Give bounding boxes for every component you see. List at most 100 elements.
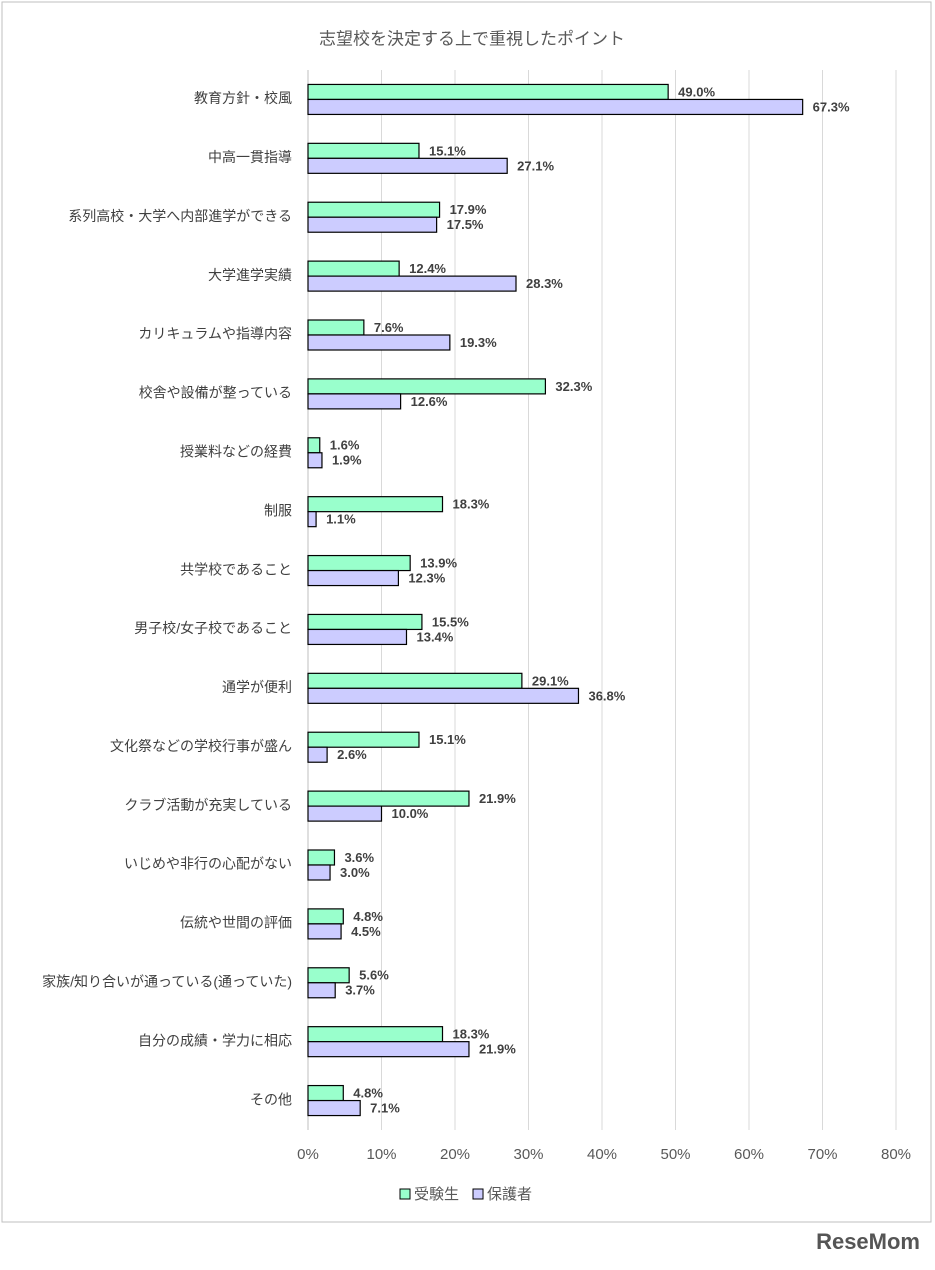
x-tick-label: 80% <box>881 1146 911 1163</box>
bar <box>307 746 328 763</box>
value-label: 12.4% <box>409 261 446 276</box>
y-tick-label: 授業料などの経費 <box>180 443 292 459</box>
bar <box>307 511 317 528</box>
value-label: 27.1% <box>517 158 554 173</box>
x-tick-label: 50% <box>660 1146 690 1163</box>
value-label: 1.9% <box>332 453 362 468</box>
value-label: 21.9% <box>479 791 516 806</box>
legend-label: 受験生 <box>414 1186 459 1203</box>
bar <box>307 496 444 513</box>
bar <box>307 613 423 631</box>
y-tick-label: 家族/知り合いが通っている(通っていた) <box>42 973 292 989</box>
bar <box>307 1099 361 1117</box>
value-label: 13.9% <box>420 555 457 570</box>
value-label: 19.3% <box>460 335 497 350</box>
chart-title: 志望校を決定する上で重視したポイント <box>319 29 625 48</box>
y-tick-label: 文化祭などの学校行事が盛ん <box>110 738 292 754</box>
value-label: 3.7% <box>345 983 375 998</box>
bar <box>307 319 365 336</box>
bar <box>307 142 420 159</box>
bar <box>307 967 350 984</box>
value-label: 4.8% <box>353 1085 383 1100</box>
y-tick-label: 系列高校・大学へ内部進学ができる <box>68 208 292 224</box>
bar <box>307 393 402 410</box>
value-label: 2.6% <box>337 747 367 762</box>
y-tick-label: 伝統や世間の評価 <box>180 915 292 931</box>
x-tick-label: 40% <box>587 1146 617 1163</box>
y-tick-label: クラブ活動が充実している <box>124 797 292 813</box>
value-label: 3.6% <box>344 850 374 865</box>
value-label: 15.5% <box>432 614 469 629</box>
bar <box>307 201 441 218</box>
y-tick-label: その他 <box>250 1091 292 1107</box>
bar <box>307 1041 470 1058</box>
bar <box>307 569 400 587</box>
y-tick-label: 通学が便利 <box>222 679 292 695</box>
value-label: 12.3% <box>408 570 445 585</box>
bar <box>307 849 336 866</box>
bar <box>307 864 331 881</box>
value-label: 28.3% <box>526 276 563 291</box>
bar <box>307 982 336 999</box>
value-label: 21.9% <box>479 1042 516 1057</box>
value-label: 15.1% <box>429 732 466 747</box>
x-tick-label: 60% <box>734 1146 764 1163</box>
value-label: 67.3% <box>813 99 850 114</box>
value-label: 10.0% <box>392 806 429 821</box>
x-tick-label: 30% <box>513 1146 543 1163</box>
bar <box>307 687 580 704</box>
bar <box>307 554 411 572</box>
bar <box>307 672 523 689</box>
y-tick-label: 大学進学実績 <box>208 267 292 283</box>
bar <box>307 1084 344 1102</box>
y-tick-label: 中高一貫指導 <box>208 149 292 165</box>
value-label: 17.9% <box>450 202 487 217</box>
value-label: 7.6% <box>374 320 404 335</box>
bar <box>307 437 321 454</box>
value-label: 18.3% <box>453 1027 490 1042</box>
bar <box>307 452 323 469</box>
value-label: 7.1% <box>370 1100 400 1115</box>
value-label: 49.0% <box>678 84 715 99</box>
y-tick-label: 共学校であること <box>180 561 292 577</box>
bar <box>307 1026 444 1043</box>
bar <box>307 275 517 292</box>
bar <box>307 260 400 277</box>
x-tick-label: 70% <box>807 1146 837 1163</box>
bar <box>307 731 420 748</box>
chart-frame <box>1 1 932 1223</box>
value-label: 4.8% <box>353 909 383 924</box>
value-label: 3.0% <box>340 865 370 880</box>
y-tick-label: 教育方針・校風 <box>194 90 292 106</box>
y-tick-label: 制服 <box>264 502 292 518</box>
bar <box>307 628 408 646</box>
bar <box>307 378 547 395</box>
value-label: 12.6% <box>411 394 448 409</box>
legend-swatch <box>399 1188 411 1200</box>
bar <box>307 216 438 233</box>
bar <box>307 805 383 822</box>
y-tick-label: いじめや非行の心配がない <box>124 856 292 872</box>
y-tick-label: 男子校/女子校であること <box>134 620 292 636</box>
value-label: 32.3% <box>555 379 592 394</box>
y-tick-label: 自分の成績・学力に相応 <box>138 1032 292 1048</box>
value-label: 1.1% <box>326 512 356 527</box>
bar <box>307 83 669 101</box>
bar <box>307 334 451 351</box>
value-label: 1.6% <box>330 438 360 453</box>
bar <box>307 98 804 116</box>
bar <box>307 923 342 940</box>
value-label: 4.5% <box>351 924 381 939</box>
bar <box>307 157 508 174</box>
legend-swatch <box>472 1188 484 1200</box>
value-label: 15.1% <box>429 143 466 158</box>
value-label: 17.5% <box>447 217 484 232</box>
y-tick-label: カリキュラムや指導内容 <box>138 326 292 342</box>
bar <box>307 908 344 925</box>
bar <box>307 790 470 807</box>
y-tick-label: 校舎や設備が整っている <box>139 385 292 401</box>
legend-label: 保護者 <box>487 1186 532 1203</box>
value-label: 13.4% <box>416 629 453 644</box>
